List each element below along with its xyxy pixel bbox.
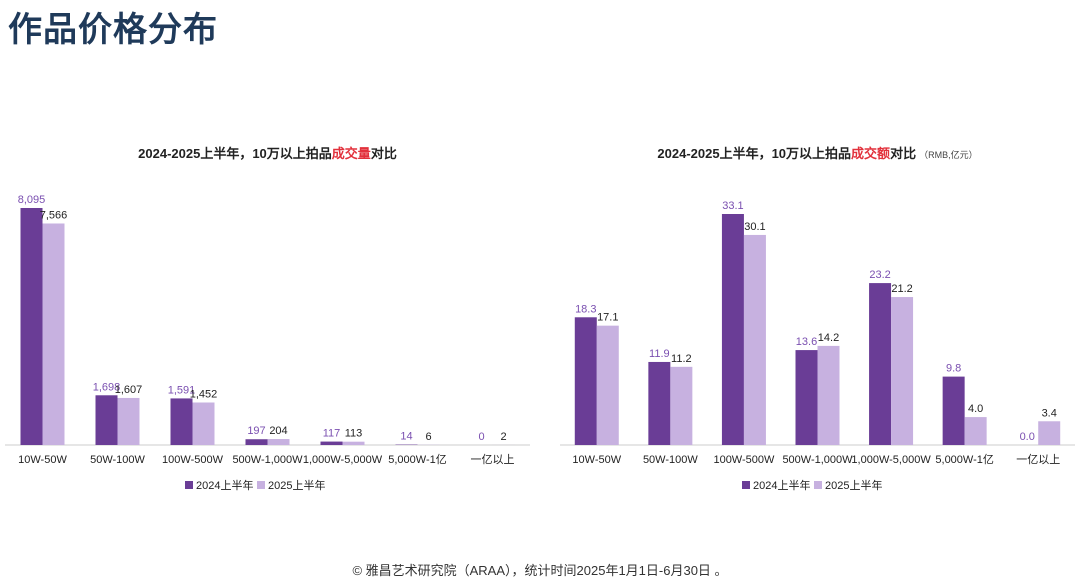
volume-chart-title-prefix: 2024-2025上半年，10万以上拍品 xyxy=(138,146,332,161)
volume-bar-2024 xyxy=(245,439,268,445)
volume-category-label: 1,000W-5,000W xyxy=(303,454,383,466)
volume-data-label: 1,452 xyxy=(190,388,218,400)
value-bar-2024 xyxy=(574,317,597,445)
value-legend-label: 2025上半年 xyxy=(825,478,882,492)
value-bar-2025 xyxy=(596,325,619,445)
value-bar-2024 xyxy=(795,350,818,445)
volume-bar-2025 xyxy=(117,397,140,445)
volume-bar-2025 xyxy=(42,223,65,445)
volume-data-label: 1,607 xyxy=(115,384,143,396)
volume-data-label: 0 xyxy=(478,431,484,443)
value-chart-unit: （RMB,亿元） xyxy=(919,150,978,160)
volume-legend-label: 2024上半年 xyxy=(196,478,253,492)
value-data-label: 9.8 xyxy=(946,363,961,375)
value-data-label: 21.2 xyxy=(891,283,912,295)
value-category-label: 1,000W-5,000W xyxy=(851,454,931,466)
volume-chart-title: 2024-2025上半年，10万以上拍品成交量对比 xyxy=(5,143,530,162)
value-legend-label: 2024上半年 xyxy=(753,478,810,492)
volume-category-label: 500W-1,000W xyxy=(232,454,303,466)
volume-bar-2024 xyxy=(95,395,118,445)
volume-bar-2025 xyxy=(192,402,215,445)
value-data-label: 30.1 xyxy=(744,221,765,233)
source-footer: © 雅昌艺术研究院（ARAA），统计时间2025年1月1日-6月30日 。 xyxy=(352,563,728,578)
value-bar-2025 xyxy=(743,234,766,445)
value-data-label: 11.2 xyxy=(671,353,692,365)
value-data-label: 17.1 xyxy=(597,312,618,324)
value-bar-2025 xyxy=(817,345,840,445)
volume-chart-title-highlight: 成交量 xyxy=(331,146,371,161)
value-chart-title-suffix: 对比 xyxy=(890,146,917,161)
value-data-label: 18.3 xyxy=(575,303,596,315)
volume-category-label: 50W-100W xyxy=(90,454,145,466)
volume-chart-panel: 2024-2025上半年，10万以上拍品成交量对比 8,095 7,566 10W-… xyxy=(5,143,530,503)
page-title: 作品价格分布 xyxy=(8,11,218,49)
volume-category-label: 10W-50W xyxy=(18,454,67,466)
value-bar-2025 xyxy=(1038,421,1061,445)
value-bar-2024 xyxy=(648,361,671,445)
value-category-label: 100W-500W xyxy=(713,454,775,466)
value-chart-title-prefix: 2024-2025上半年，10万以上拍品 xyxy=(657,146,852,161)
value-chart-title: 2024-2025上半年，10万以上拍品成交额对比 （RMB,亿元） xyxy=(560,143,1075,162)
volume-chart-title-suffix: 对比 xyxy=(370,146,397,161)
volume-data-label: 197 xyxy=(247,425,265,437)
value-data-label: 4.0 xyxy=(968,403,983,415)
volume-data-label: 117 xyxy=(323,428,341,440)
volume-bar-2025 xyxy=(267,439,290,445)
value-data-label: 3.4 xyxy=(1042,407,1057,419)
volume-data-label: 113 xyxy=(345,428,363,440)
volume-bar-2025 xyxy=(342,441,365,445)
value-bar-2024 xyxy=(869,283,892,445)
volume-data-label: 14 xyxy=(400,431,412,443)
volume-data-label: 1,698 xyxy=(93,381,121,393)
volume-data-label: 6 xyxy=(425,431,431,443)
value-data-label: 0.0 xyxy=(1020,431,1035,443)
value-category-label: 10W-50W xyxy=(572,454,621,466)
value-data-label: 11.9 xyxy=(649,348,670,360)
volume-data-label: 2 xyxy=(500,431,506,443)
value-legend-swatch xyxy=(814,481,822,489)
value-bar-2025 xyxy=(670,366,693,445)
volume-bar-2024 xyxy=(320,441,343,445)
volume-bar-2024 xyxy=(20,208,43,445)
volume-data-label: 8,095 xyxy=(18,194,46,206)
volume-legend-label: 2025上半年 xyxy=(268,478,325,492)
volume-legend-swatch xyxy=(257,481,265,489)
value-chart-svg: 18.317.1 10W-50W 11.9 11.2 50W-100W 33.130.1 1… xyxy=(560,200,1075,492)
value-chart-title-highlight: 成交额 xyxy=(851,146,891,161)
volume-legend-swatch xyxy=(185,481,193,489)
value-data-label: 13.6 xyxy=(796,336,817,348)
volume-category-label: 一亿以上 xyxy=(471,453,515,466)
value-data-label: 33.1 xyxy=(722,200,743,212)
volume-data-label: 204 xyxy=(269,425,287,437)
value-legend-swatch xyxy=(742,481,750,489)
value-category-label: 50W-100W xyxy=(643,454,698,466)
volume-data-label: 1,591 xyxy=(168,384,196,396)
value-category-label: 一亿以上 xyxy=(1016,453,1060,466)
value-category-label: 500W-1,000W xyxy=(782,454,853,466)
volume-bar-2024 xyxy=(170,398,193,445)
value-bar-2025 xyxy=(964,417,987,445)
value-data-label: 23.2 xyxy=(869,269,890,281)
value-bar-2024 xyxy=(942,376,965,445)
value-bar-2024 xyxy=(721,214,744,445)
value-bar-2025 xyxy=(891,297,914,445)
volume-category-label: 100W-500W xyxy=(162,454,224,466)
volume-category-label: 5,000W-1亿 xyxy=(388,453,447,466)
value-category-label: 5,000W-1亿 xyxy=(935,453,994,466)
volume-data-label: 7,566 xyxy=(40,209,68,221)
value-data-label: 14.2 xyxy=(818,332,839,344)
value-chart-panel: 2024-2025上半年，10万以上拍品成交额对比 （RMB,亿元） 18.3 17… xyxy=(560,143,1075,503)
